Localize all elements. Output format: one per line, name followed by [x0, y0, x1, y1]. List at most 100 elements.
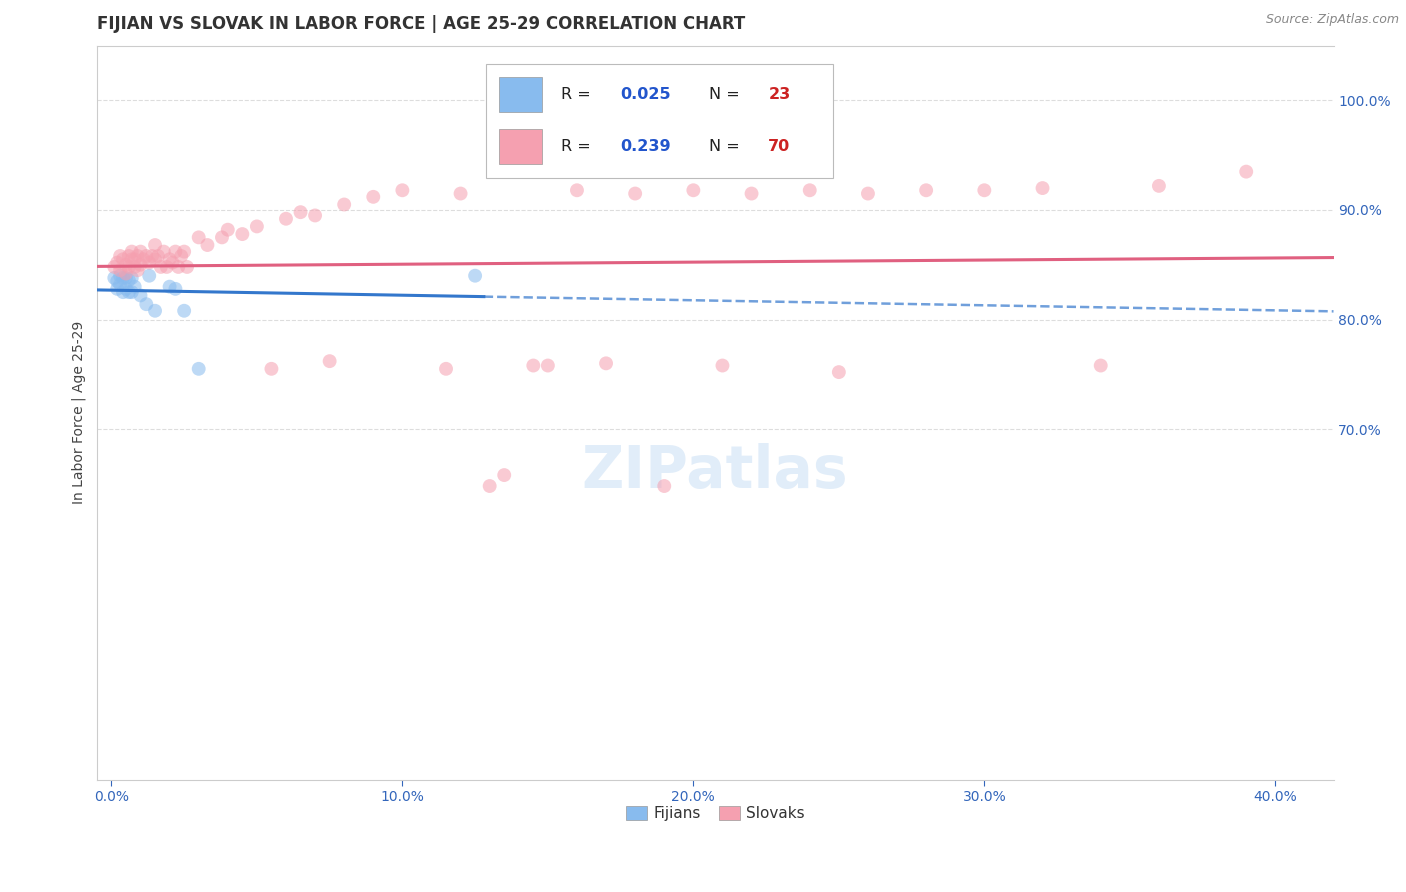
Text: R =: R = — [561, 87, 596, 103]
Point — [304, 209, 326, 223]
Text: R =: R = — [561, 139, 596, 153]
Point — [565, 183, 588, 197]
Point — [450, 186, 472, 201]
FancyBboxPatch shape — [499, 78, 543, 112]
Point — [173, 303, 195, 318]
Text: FIJIAN VS SLOVAK IN LABOR FORCE | AGE 25-29 CORRELATION CHART: FIJIAN VS SLOVAK IN LABOR FORCE | AGE 25… — [97, 15, 745, 33]
Point — [156, 260, 179, 274]
Text: 0.025: 0.025 — [620, 87, 671, 103]
Point — [652, 479, 675, 493]
Point — [103, 271, 125, 285]
Point — [741, 186, 763, 201]
Point — [217, 223, 239, 237]
Point — [105, 282, 128, 296]
Point — [1031, 181, 1053, 195]
Point — [159, 252, 181, 267]
Point — [112, 285, 135, 300]
Point — [115, 267, 138, 281]
Point — [127, 249, 149, 263]
FancyBboxPatch shape — [499, 128, 543, 164]
Text: 0.239: 0.239 — [620, 139, 671, 153]
Point — [915, 183, 938, 197]
Point — [211, 230, 233, 244]
Point — [112, 252, 135, 267]
Point — [856, 186, 879, 201]
Text: ZIPatlas: ZIPatlas — [582, 442, 848, 500]
Point — [624, 186, 647, 201]
Point — [176, 260, 198, 274]
Point — [121, 285, 143, 300]
Point — [143, 252, 166, 267]
Point — [246, 219, 269, 234]
Point — [115, 258, 138, 272]
Point — [187, 361, 209, 376]
Point — [108, 249, 131, 263]
Point — [138, 255, 160, 269]
Point — [187, 230, 209, 244]
Point — [121, 244, 143, 259]
Point — [290, 205, 312, 219]
Point — [682, 183, 704, 197]
Point — [105, 255, 128, 269]
Point — [118, 260, 141, 274]
Point — [828, 365, 851, 379]
FancyBboxPatch shape — [486, 64, 832, 178]
Point — [108, 268, 131, 283]
Point — [231, 227, 253, 241]
Text: Source: ZipAtlas.com: Source: ZipAtlas.com — [1265, 13, 1399, 27]
Point — [152, 244, 174, 259]
Point — [162, 255, 184, 269]
Point — [132, 252, 155, 267]
Point — [146, 249, 169, 263]
Point — [1090, 359, 1112, 373]
Point — [118, 285, 141, 300]
Point — [141, 249, 163, 263]
Point — [124, 252, 146, 267]
Point — [799, 183, 821, 197]
Point — [1147, 178, 1170, 193]
Point — [464, 268, 486, 283]
Point — [595, 356, 617, 370]
Point — [391, 183, 413, 197]
Point — [1234, 164, 1257, 178]
Point — [170, 249, 193, 263]
Y-axis label: In Labor Force | Age 25-29: In Labor Force | Age 25-29 — [72, 321, 86, 504]
Point — [129, 288, 152, 302]
Point — [173, 244, 195, 259]
Point — [108, 277, 131, 292]
Point — [135, 297, 157, 311]
Point — [129, 244, 152, 259]
Point — [112, 271, 135, 285]
Point — [167, 260, 190, 274]
Point — [118, 249, 141, 263]
Point — [127, 263, 149, 277]
Point — [143, 303, 166, 318]
Legend: Fijians, Slovaks: Fijians, Slovaks — [620, 800, 811, 827]
Point — [135, 249, 157, 263]
Point — [165, 244, 187, 259]
Point — [197, 238, 219, 252]
Point — [121, 271, 143, 285]
Point — [124, 279, 146, 293]
Text: N =: N = — [709, 87, 745, 103]
Point — [494, 468, 516, 483]
Point — [159, 279, 181, 293]
Text: 70: 70 — [768, 139, 790, 153]
Point — [115, 282, 138, 296]
Point — [124, 260, 146, 274]
Point — [138, 268, 160, 283]
Point — [165, 282, 187, 296]
Point — [129, 258, 152, 272]
Point — [711, 359, 734, 373]
Point — [115, 271, 138, 285]
Text: 23: 23 — [768, 87, 790, 103]
Point — [149, 260, 172, 274]
Point — [274, 211, 297, 226]
Point — [478, 479, 501, 493]
Point — [121, 252, 143, 267]
Point — [361, 190, 384, 204]
Point — [143, 238, 166, 252]
Point — [434, 361, 457, 376]
Point — [333, 197, 356, 211]
Point — [108, 263, 131, 277]
